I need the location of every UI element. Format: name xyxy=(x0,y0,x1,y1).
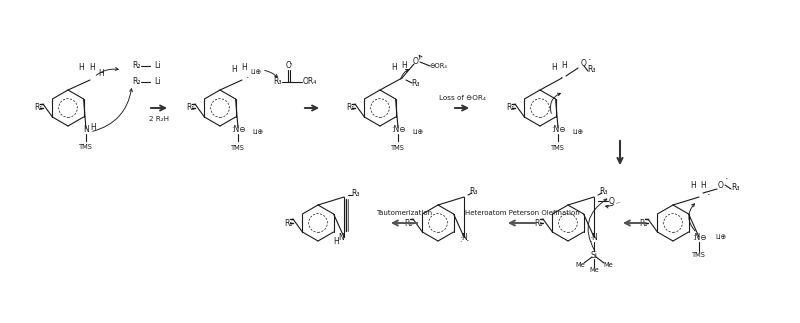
Text: O: O xyxy=(609,196,615,205)
Text: R₃: R₃ xyxy=(730,182,739,192)
Text: Me: Me xyxy=(575,262,585,268)
Text: :: : xyxy=(458,234,462,244)
Text: H: H xyxy=(333,237,339,246)
Text: H: H xyxy=(241,64,247,72)
Text: Li⊕: Li⊕ xyxy=(413,129,423,135)
Text: ·: · xyxy=(289,59,293,69)
Text: TMS: TMS xyxy=(692,252,706,258)
Text: Si: Si xyxy=(590,251,598,259)
Text: OR₄: OR₄ xyxy=(303,78,317,87)
Text: R₁: R₁ xyxy=(534,218,542,227)
Text: O: O xyxy=(718,181,724,190)
Text: Tautomerization: Tautomerization xyxy=(376,210,432,216)
Text: R₃: R₃ xyxy=(600,186,608,195)
Text: Loss of ⊖OR₄: Loss of ⊖OR₄ xyxy=(438,95,486,101)
Text: ·: · xyxy=(707,190,711,200)
Text: O: O xyxy=(581,59,587,68)
Text: TMS: TMS xyxy=(551,145,565,151)
Text: Li⊕: Li⊕ xyxy=(250,69,262,75)
Text: H: H xyxy=(90,123,96,132)
Text: Li: Li xyxy=(154,61,161,70)
Text: R₃: R₃ xyxy=(274,78,282,87)
Text: H: H xyxy=(78,64,84,72)
Text: 2 R₂H: 2 R₂H xyxy=(149,116,169,122)
Text: N: N xyxy=(338,233,344,242)
Text: TMS: TMS xyxy=(231,145,245,151)
Text: Me: Me xyxy=(589,267,599,273)
Text: ·⁻: ·⁻ xyxy=(615,201,621,207)
Text: R₁: R₁ xyxy=(284,218,292,227)
Text: ·: · xyxy=(466,236,470,246)
Text: H: H xyxy=(401,61,407,70)
Text: :N⊖: :N⊖ xyxy=(390,126,406,134)
Text: Li: Li xyxy=(154,78,161,87)
Text: H: H xyxy=(700,181,706,190)
Text: R₁: R₁ xyxy=(186,103,194,112)
Text: TMS: TMS xyxy=(391,145,405,151)
Text: H: H xyxy=(231,65,237,74)
Text: N: N xyxy=(83,126,89,134)
Text: O: O xyxy=(286,60,292,69)
Text: Heteroatom Peterson Olefination: Heteroatom Peterson Olefination xyxy=(465,210,579,216)
Text: N: N xyxy=(461,233,467,242)
Text: H: H xyxy=(98,69,104,78)
Text: H: H xyxy=(561,61,567,70)
Text: R₃: R₃ xyxy=(352,189,360,197)
Text: ·: · xyxy=(588,55,592,65)
Text: R₂: R₂ xyxy=(132,78,141,87)
Text: R₁: R₁ xyxy=(404,218,412,227)
Text: ·: · xyxy=(246,73,250,83)
Text: H: H xyxy=(690,182,696,191)
Text: Li⊕: Li⊕ xyxy=(253,129,263,135)
Text: ·: · xyxy=(560,73,564,83)
Text: H: H xyxy=(551,62,557,71)
Text: Li⊕: Li⊕ xyxy=(715,234,726,240)
Text: R₁: R₁ xyxy=(639,218,647,227)
Text: :: : xyxy=(589,234,591,244)
Text: H: H xyxy=(391,62,397,71)
Text: R₂: R₂ xyxy=(132,61,141,70)
Text: R₃: R₃ xyxy=(470,186,478,195)
Text: R₁: R₁ xyxy=(346,103,354,112)
Text: R₃: R₃ xyxy=(586,66,595,75)
Text: ⊖OR₄: ⊖OR₄ xyxy=(429,63,447,69)
Text: O: O xyxy=(413,57,419,67)
Text: Me: Me xyxy=(603,262,613,268)
Text: R₃: R₃ xyxy=(412,79,420,89)
Text: :N⊖: :N⊖ xyxy=(692,233,706,242)
Text: :: : xyxy=(417,54,419,62)
Text: N: N xyxy=(591,233,597,242)
Text: R₁: R₁ xyxy=(506,103,514,112)
Text: R₁: R₁ xyxy=(34,103,42,112)
Text: H: H xyxy=(89,62,95,71)
Text: :N⊖: :N⊖ xyxy=(550,126,566,134)
Text: Li⊕: Li⊕ xyxy=(573,129,583,135)
Text: ·: · xyxy=(725,174,729,184)
Text: TMS: TMS xyxy=(79,144,93,150)
Text: :N⊖: :N⊖ xyxy=(230,126,246,134)
